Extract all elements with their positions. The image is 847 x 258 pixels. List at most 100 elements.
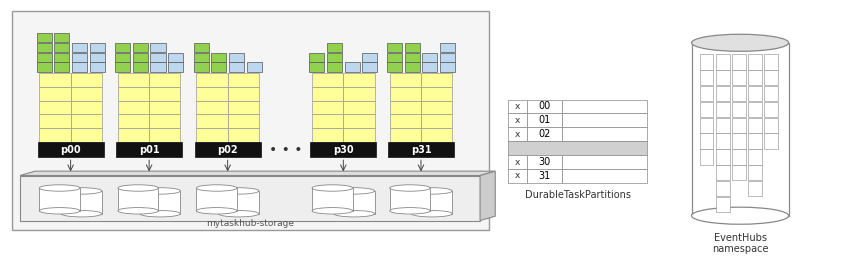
Text: p31: p31	[411, 145, 431, 155]
Bar	[700, 102, 713, 117]
Bar	[421, 73, 452, 87]
Bar	[228, 114, 259, 128]
Bar	[764, 102, 778, 117]
Bar	[440, 53, 455, 62]
Bar	[748, 54, 761, 70]
Bar	[312, 87, 343, 101]
Bar	[562, 114, 647, 127]
Bar	[37, 142, 103, 157]
Ellipse shape	[412, 211, 452, 217]
Bar	[228, 128, 259, 142]
Bar	[90, 62, 105, 71]
Bar	[412, 191, 452, 214]
Bar	[118, 114, 149, 128]
Bar	[197, 87, 228, 101]
Bar	[732, 118, 745, 133]
Bar	[115, 62, 130, 71]
Bar	[700, 149, 713, 165]
Ellipse shape	[219, 188, 259, 194]
Text: x: x	[515, 116, 520, 125]
Bar	[387, 43, 402, 52]
Bar	[54, 53, 69, 62]
Bar	[133, 43, 148, 52]
Bar	[312, 128, 343, 142]
Bar	[246, 62, 262, 71]
Bar	[39, 101, 70, 114]
Bar	[197, 73, 228, 87]
Bar	[716, 86, 729, 101]
Text: • • •: • • •	[269, 143, 302, 157]
Bar	[732, 133, 745, 149]
Bar	[115, 53, 130, 62]
Bar	[228, 73, 259, 87]
Bar	[716, 54, 729, 70]
Bar	[528, 155, 562, 169]
Bar	[39, 87, 70, 101]
Bar	[764, 86, 778, 101]
Bar	[36, 62, 52, 71]
Text: p02: p02	[218, 145, 238, 155]
Bar	[508, 127, 528, 141]
Bar	[118, 87, 149, 101]
Bar	[39, 73, 70, 87]
Bar	[312, 188, 352, 211]
Bar	[327, 53, 342, 62]
Bar	[327, 43, 342, 52]
Bar	[405, 43, 420, 52]
Bar	[90, 53, 105, 62]
Bar	[405, 53, 420, 62]
Bar	[133, 62, 148, 71]
Bar	[90, 43, 105, 52]
Ellipse shape	[691, 34, 789, 51]
Bar	[140, 191, 180, 214]
Bar	[211, 62, 226, 71]
Bar	[70, 114, 102, 128]
Bar	[118, 101, 149, 114]
Bar	[70, 73, 102, 87]
Ellipse shape	[197, 208, 237, 214]
Text: 30: 30	[539, 157, 551, 167]
Bar	[528, 169, 562, 183]
Bar	[390, 73, 421, 87]
Bar	[390, 188, 430, 211]
Bar	[562, 155, 647, 169]
Text: p00: p00	[60, 145, 81, 155]
Text: 01: 01	[539, 115, 551, 125]
Bar	[343, 128, 374, 142]
Bar	[118, 73, 149, 87]
Bar	[732, 102, 745, 117]
Bar	[197, 114, 228, 128]
Bar	[70, 87, 102, 101]
Bar	[312, 114, 343, 128]
Text: x: x	[515, 158, 520, 166]
Bar	[732, 70, 745, 85]
Bar	[197, 188, 237, 211]
Bar	[72, 43, 87, 52]
Bar	[528, 100, 562, 114]
Bar	[39, 114, 70, 128]
Bar	[228, 101, 259, 114]
Bar	[116, 142, 182, 157]
Bar	[508, 169, 528, 183]
Bar	[115, 43, 130, 52]
Text: p01: p01	[139, 145, 159, 155]
Bar	[195, 142, 261, 157]
Text: x: x	[515, 171, 520, 180]
Ellipse shape	[39, 208, 80, 214]
Bar	[194, 62, 208, 71]
Ellipse shape	[390, 185, 430, 191]
Bar	[343, 114, 374, 128]
Bar	[691, 43, 789, 216]
Polygon shape	[480, 171, 495, 221]
Bar	[168, 53, 183, 62]
Bar	[405, 62, 420, 71]
Ellipse shape	[140, 188, 180, 194]
Ellipse shape	[61, 188, 102, 194]
Bar	[228, 87, 259, 101]
Bar	[440, 43, 455, 52]
Bar	[194, 43, 208, 52]
Bar	[700, 70, 713, 85]
Bar	[229, 62, 244, 71]
Text: x: x	[515, 130, 520, 139]
Bar	[54, 33, 69, 42]
